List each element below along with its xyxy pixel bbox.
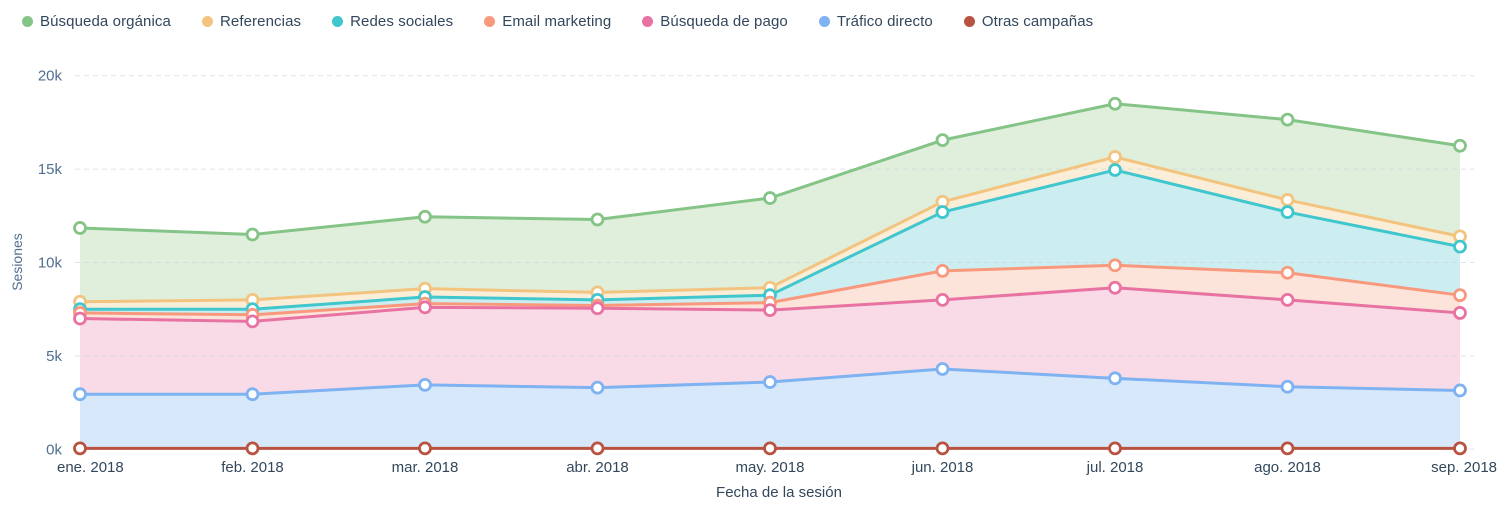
x-tick-label: may. 2018 [736,459,805,476]
legend-item-referencias[interactable]: Referencias [201,13,302,30]
legend-label: Tráfico directo [836,13,933,30]
x-tick-label: jul. 2018 [1086,459,1144,476]
point-email-marketing-8[interactable] [1453,288,1467,303]
legend-dot-trafico-directo [818,16,830,27]
legend-dot-redes-sociales [332,16,344,27]
point-otras-campanas-5[interactable] [935,441,950,456]
legend-item-busqueda-organica[interactable]: Búsqueda orgánica [22,13,171,30]
point-otras-campanas-2[interactable] [418,441,432,456]
point-busqueda-organica-1[interactable] [245,227,260,242]
point-email-marketing-7[interactable] [1280,265,1295,280]
legend-item-trafico-directo[interactable]: Tráfico directo [818,13,933,30]
legend-dot-busqueda-organica [22,16,33,27]
legend: Búsqueda orgánica Referencias Redes social… [22,13,1093,30]
legend-item-busqueda-de-pago[interactable]: Búsqueda de pago [642,13,788,30]
point-trafico-directo-1[interactable] [245,387,260,402]
point-referencias-7[interactable] [1280,193,1295,207]
point-redes-sociales-7[interactable] [1280,205,1295,219]
point-otras-campanas-0[interactable] [73,441,87,456]
legend-label: Redes sociales [350,13,454,30]
point-busqueda-de-pago-0[interactable] [73,311,87,326]
legend-item-email-marketing[interactable]: Email marketing [484,13,611,30]
point-busqueda-organica-8[interactable] [1453,138,1467,153]
x-tick-label: abr. 2018 [566,459,629,476]
y-tick-label: 10k [38,255,63,272]
point-busqueda-organica-7[interactable] [1280,112,1295,127]
point-trafico-directo-5[interactable] [935,362,950,376]
y-tick-label: 5k [46,348,62,365]
legend-dot-otras-campanas [963,16,975,27]
point-otras-campanas-7[interactable] [1280,441,1295,456]
legend-dot-busqueda-de-pago [642,16,654,27]
point-trafico-directo-0[interactable] [73,387,87,402]
legend-label: Búsqueda de pago [660,13,788,30]
x-tick-label: ene. 2018 [57,459,124,476]
legend-label: Búsqueda orgánica [40,13,171,30]
legend-item-otras-campanas[interactable]: Otras campañas [963,13,1094,30]
y-tick-label: 15k [38,161,63,178]
point-busqueda-de-pago-7[interactable] [1280,292,1295,307]
point-busqueda-de-pago-8[interactable] [1453,306,1467,320]
point-busqueda-de-pago-2[interactable] [418,300,432,315]
point-email-marketing-6[interactable] [1108,258,1122,273]
x-tick-label: mar. 2018 [392,459,459,476]
legend-label: Referencias [219,13,302,30]
point-busqueda-organica-2[interactable] [418,209,432,224]
legend-dot-email-marketing [484,16,496,27]
point-busqueda-organica-4[interactable] [763,191,777,205]
point-busqueda-de-pago-3[interactable] [590,301,605,316]
legend-dot-referencias [201,16,213,27]
point-busqueda-de-pago-5[interactable] [935,292,950,307]
point-busqueda-de-pago-6[interactable] [1108,280,1122,295]
point-busqueda-organica-0[interactable] [73,221,87,235]
point-otras-campanas-1[interactable] [245,441,260,456]
legend-item-redes-sociales[interactable]: Redes sociales [332,13,453,30]
point-busqueda-de-pago-4[interactable] [763,303,777,318]
point-busqueda-de-pago-1[interactable] [245,314,260,329]
point-email-marketing-5[interactable] [935,264,950,278]
point-trafico-directo-4[interactable] [763,375,777,389]
y-axis-title: Sesiones [9,233,25,291]
x-tick-label: sep. 2018 [1431,459,1497,476]
x-axis-title: Fecha de la sesión [716,484,842,501]
y-tick-label: 0k [46,441,62,458]
legend-label: Otras campañas [981,13,1094,30]
point-busqueda-organica-3[interactable] [590,212,605,227]
legend-label: Email marketing [502,13,612,30]
x-tick-label: feb. 2018 [221,459,284,476]
point-otras-campanas-3[interactable] [590,441,605,456]
point-redes-sociales-8[interactable] [1453,239,1467,254]
point-referencias-6[interactable] [1108,150,1122,164]
point-otras-campanas-8[interactable] [1453,441,1467,456]
point-trafico-directo-3[interactable] [590,380,605,395]
x-tick-label: jun. 2018 [911,459,974,476]
point-trafico-directo-7[interactable] [1280,379,1295,394]
x-tick-label: ago. 2018 [1254,459,1321,476]
point-otras-campanas-6[interactable] [1108,441,1122,456]
point-busqueda-organica-6[interactable] [1108,96,1122,111]
point-trafico-directo-6[interactable] [1108,371,1122,386]
point-busqueda-organica-5[interactable] [935,133,950,148]
point-redes-sociales-6[interactable] [1108,163,1122,177]
point-otras-campanas-4[interactable] [763,441,777,456]
point-redes-sociales-5[interactable] [935,205,950,219]
point-trafico-directo-8[interactable] [1453,383,1467,398]
point-trafico-directo-2[interactable] [418,377,432,392]
y-tick-label: 20k [38,68,63,85]
